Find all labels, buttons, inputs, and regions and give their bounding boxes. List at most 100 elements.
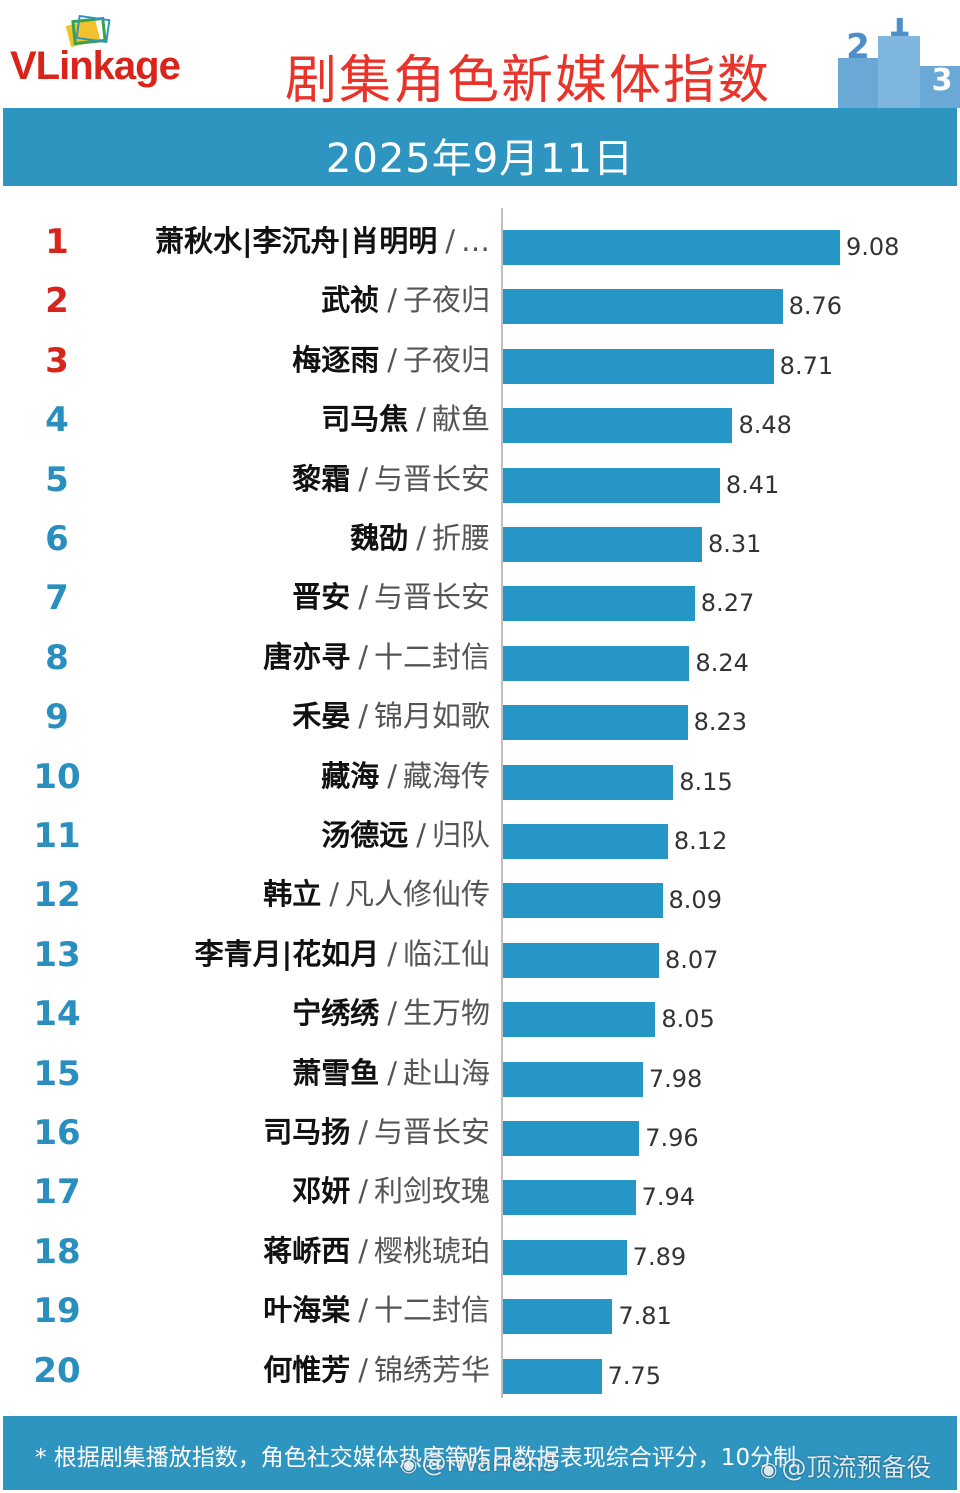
chart-row: 14 宁绣绣 / 生万物 8.05 — [0, 982, 960, 1041]
chart-row: 12 韩立 / 凡人修仙传 8.09 — [0, 863, 960, 922]
row-label: 魏劭 / 折腰 — [350, 521, 490, 555]
row-label: 叶海棠 / 十二封信 — [263, 1293, 490, 1327]
row-label: 黎霜 / 与晋长安 — [292, 462, 490, 496]
drama-name: 与晋长安 — [373, 1115, 490, 1149]
role-name: 韩立 — [263, 877, 322, 912]
separator: / — [358, 1293, 368, 1328]
drama-name: 锦绣芳华 — [373, 1352, 490, 1387]
drama-name: 利剑玫瑰 — [373, 1174, 490, 1209]
separator: / — [387, 283, 397, 318]
bar — [503, 1358, 602, 1394]
value-label: 8.27 — [700, 589, 755, 618]
separator: / — [387, 1055, 397, 1090]
watermark-2: ◉ @顶流预备役 — [760, 1448, 931, 1484]
chart-row: 16 司马扬 / 与晋长安 7.96 — [0, 1101, 960, 1160]
separator: / — [358, 1233, 368, 1268]
row-label: 司马焦 / 献鱼 — [321, 402, 490, 436]
separator: / — [358, 461, 368, 496]
role-name: 李青月|花如月 — [194, 936, 380, 971]
role-name: 唐亦寻 — [263, 639, 351, 674]
separator: / — [416, 402, 426, 437]
row-label: 邓妍 / 利剑玫瑰 — [292, 1174, 490, 1208]
chart-row: 4 司马焦 / 献鱼 8.48 — [0, 388, 960, 447]
row-label: 禾晏 / 锦月如歌 — [292, 699, 490, 733]
header: VLinkage 剧集角色新媒体指数 2 1 3 — [0, 0, 960, 111]
drama-name: … — [461, 224, 490, 258]
separator: / — [329, 877, 339, 912]
separator: / — [358, 699, 368, 734]
weibo-icon: ◉ — [760, 1457, 778, 1481]
row-label: 武祯 / 子夜归 — [321, 283, 490, 317]
bar — [503, 883, 663, 919]
logo-text: VLinkage — [10, 44, 181, 88]
value-label: 8.23 — [693, 708, 748, 737]
row-label: 蒋峤西 / 樱桃琥珀 — [263, 1234, 490, 1268]
watermark-1-text: @iWarrenS — [421, 1448, 559, 1477]
rank-number: 3 — [45, 340, 69, 381]
row-label: 司马扬 / 与晋长安 — [263, 1115, 490, 1149]
value-label: 7.94 — [641, 1183, 696, 1212]
drama-name: 生万物 — [402, 996, 490, 1031]
rank-number: 19 — [33, 1291, 81, 1332]
chart-row: 20 何惟芳 / 锦绣芳华 7.75 — [0, 1339, 960, 1398]
drama-name: 临江仙 — [402, 936, 490, 971]
chart-row: 10 藏海 / 藏海传 8.15 — [0, 745, 960, 804]
bar — [503, 1121, 640, 1156]
rank-number: 15 — [33, 1053, 81, 1094]
separator: / — [358, 1115, 368, 1149]
bar — [503, 764, 674, 800]
bar — [503, 1299, 613, 1335]
value-label: 7.98 — [648, 1064, 703, 1093]
page-title: 剧集角色新媒体指数 — [285, 51, 772, 111]
value-label: 8.76 — [788, 292, 843, 321]
bar — [503, 408, 733, 444]
chart-row: 2 武祯 / 子夜归 8.76 — [0, 269, 960, 328]
value-label: 8.15 — [679, 767, 733, 796]
rank-number: 7 — [45, 578, 69, 619]
separator: / — [358, 639, 368, 674]
role-name: 黎霜 — [292, 461, 351, 496]
role-name: 武祯 — [321, 283, 380, 318]
drama-name: 藏海传 — [402, 758, 490, 793]
drama-name: 十二封信 — [373, 639, 490, 674]
value-label: 8.71 — [779, 351, 834, 380]
rank-number: 4 — [45, 400, 69, 441]
row-label: 萧秋水|李沉舟|肖明明 /… — [155, 224, 490, 258]
row-label: 何惟芳 / 锦绣芳华 — [263, 1353, 490, 1387]
weibo-icon: ◉ — [400, 1452, 418, 1476]
role-name: 何惟芳 — [263, 1352, 351, 1387]
podium-digit-2: 2 — [846, 27, 870, 67]
rank-number: 11 — [33, 816, 81, 856]
role-name: 萧雪鱼 — [292, 1055, 380, 1090]
bar — [503, 1239, 627, 1275]
drama-name: 十二封信 — [373, 1293, 490, 1328]
date-text: 2025年9月11日 — [325, 136, 635, 182]
chart-row: 11 汤德远 / 归队 8.12 — [0, 804, 960, 863]
role-name: 禾晏 — [292, 699, 351, 734]
drama-name: 与晋长安 — [373, 580, 490, 615]
value-label: 7.96 — [645, 1124, 699, 1152]
rank-number: 17 — [33, 1172, 81, 1213]
bar — [503, 586, 695, 622]
role-name: 邓妍 — [292, 1174, 351, 1209]
row-label: 藏海 / 藏海传 — [321, 759, 490, 793]
watermark-2-text: @顶流预备役 — [781, 1453, 932, 1482]
row-label: 梅逐雨 / 子夜归 — [292, 343, 490, 377]
rank-number: 5 — [45, 459, 69, 500]
bar — [503, 289, 783, 325]
drama-name: 归队 — [431, 818, 490, 852]
chart-row: 1 萧秋水|李沉舟|肖明明 /… 9.08 — [0, 210, 960, 269]
row-label: 唐亦寻 / 十二封信 — [263, 640, 490, 674]
row-label: 李青月|花如月 / 临江仙 — [195, 937, 490, 971]
row-label: 宁绣绣 / 生万物 — [292, 996, 490, 1030]
role-name: 司马扬 — [263, 1115, 351, 1149]
separator: / — [387, 996, 397, 1031]
drama-name: 与晋长安 — [373, 461, 490, 496]
rank-number: 6 — [45, 519, 69, 559]
podium-digit-3: 3 — [932, 63, 953, 98]
chart-row: 18 蒋峤西 / 樱桃琥珀 7.89 — [0, 1220, 960, 1279]
bar — [503, 1180, 636, 1216]
bar — [503, 1061, 643, 1097]
rank-number: 2 — [45, 281, 69, 322]
drama-name: 锦月如歌 — [373, 699, 490, 734]
